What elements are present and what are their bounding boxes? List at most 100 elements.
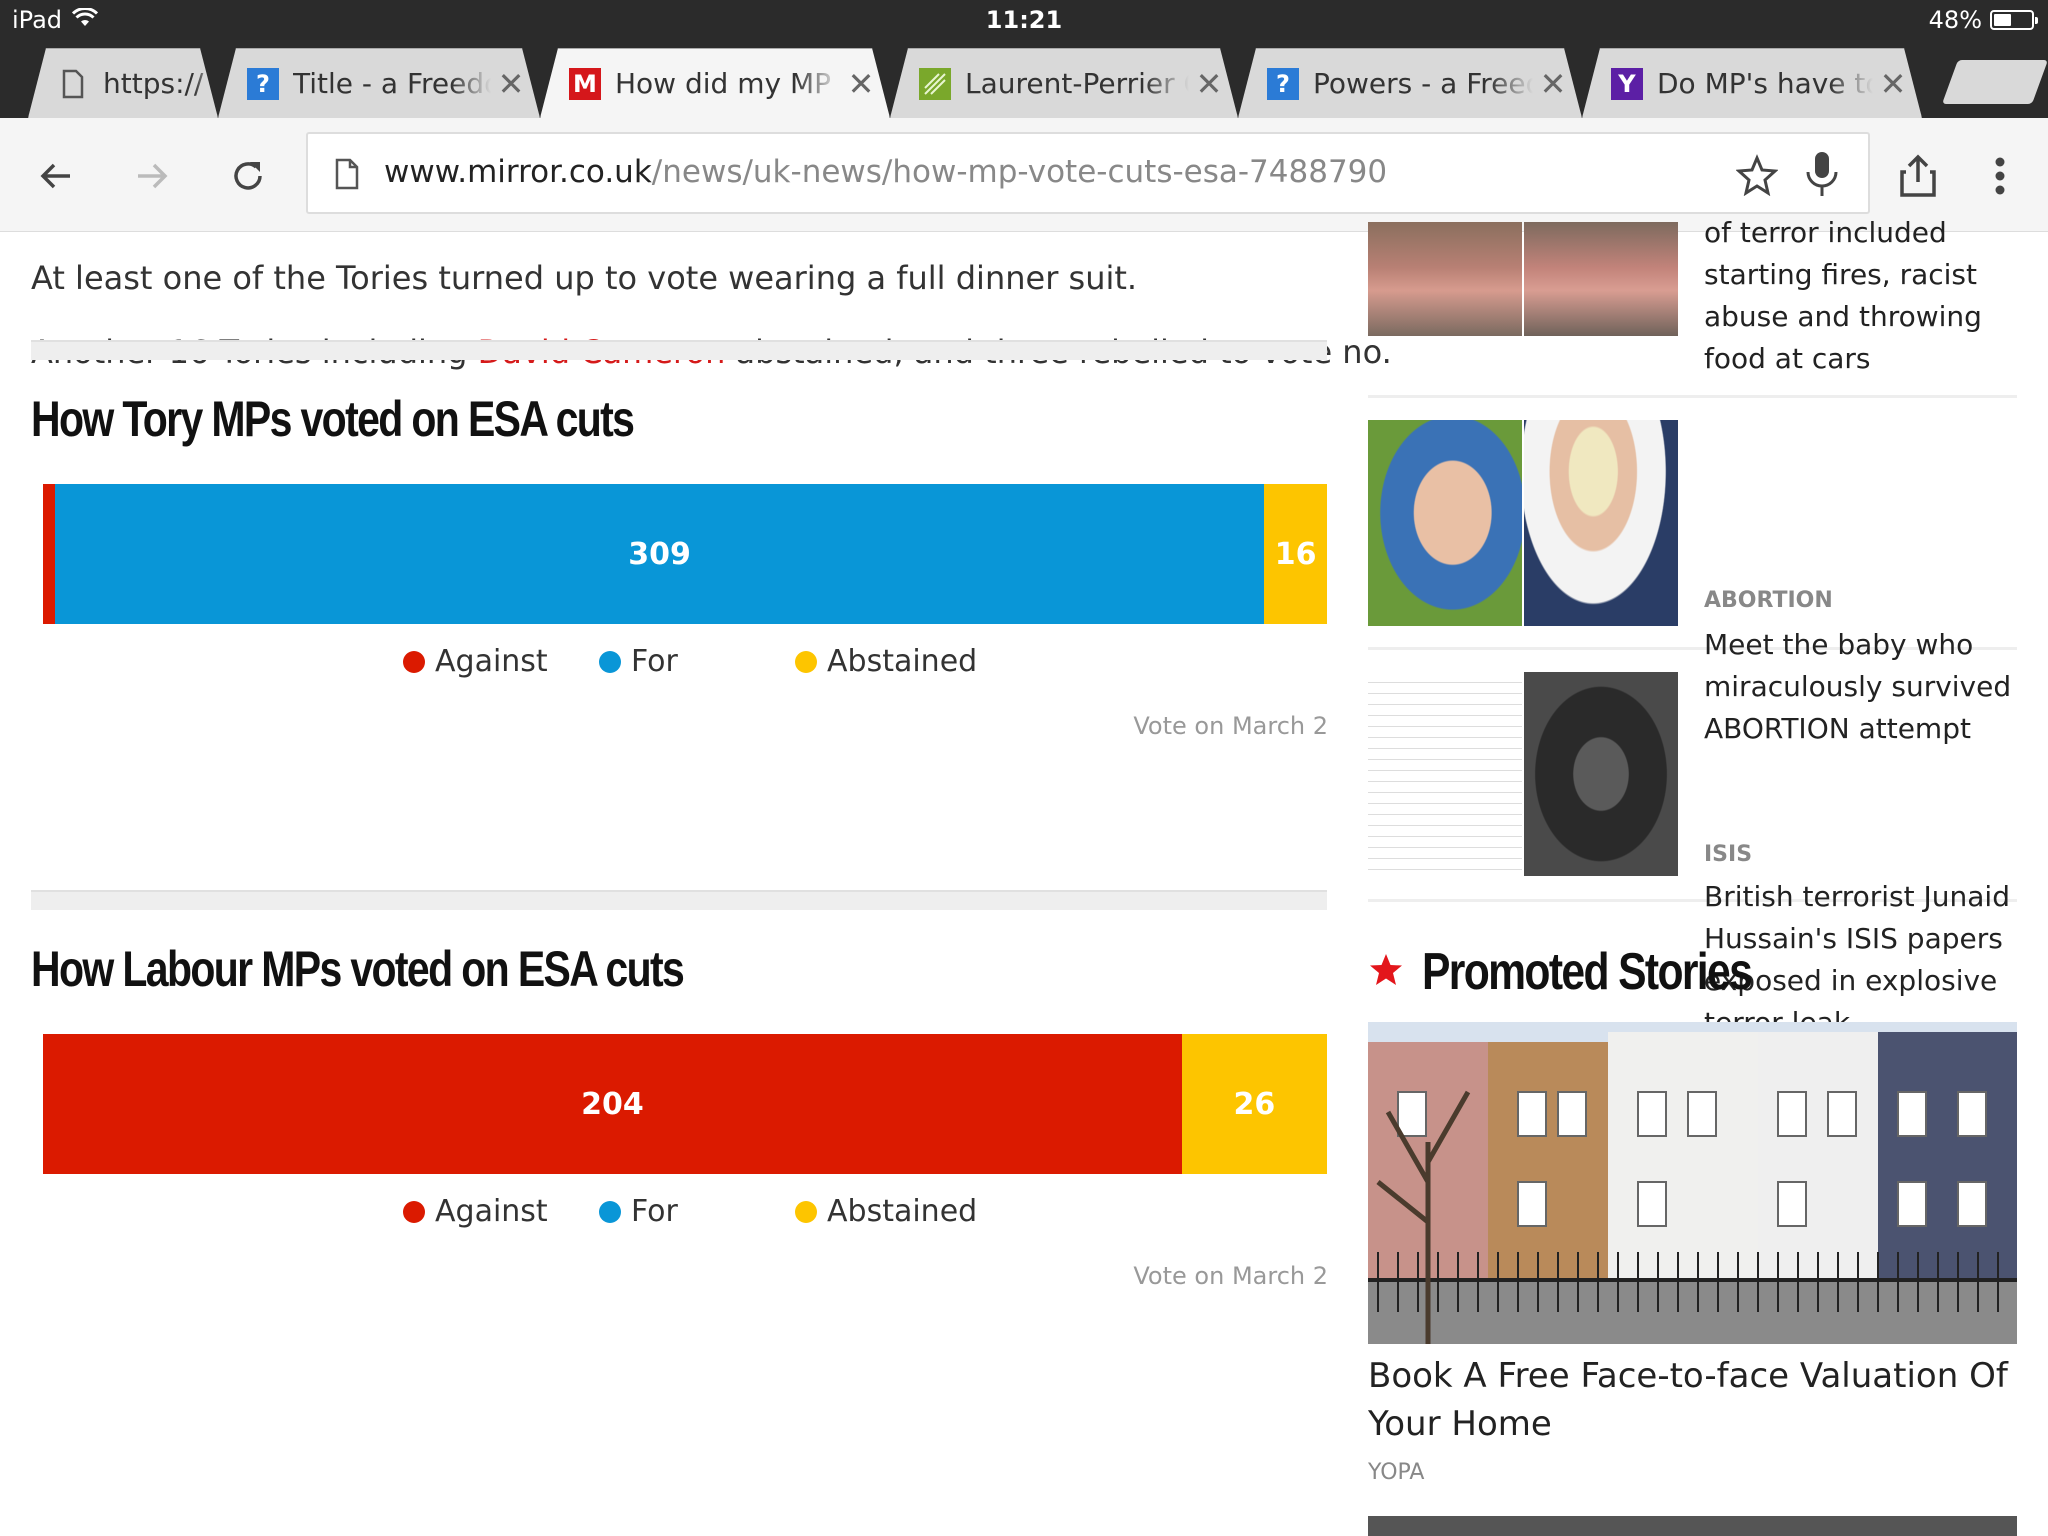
url-path: /news/uk-news/how-mp-vote-cuts-esa-74887… — [651, 154, 1388, 190]
bar-segment-abstained: 26 — [1181, 1034, 1327, 1174]
legend-item: Abstained — [795, 1194, 977, 1229]
battery-icon — [1990, 10, 2038, 30]
chart-title: How Tory MPs voted on ESA cuts — [31, 391, 635, 447]
microphone-icon[interactable] — [1804, 150, 1840, 202]
legend-dot — [403, 1200, 425, 1223]
legend-dot — [599, 1200, 621, 1223]
new-tab-button[interactable] — [1941, 60, 2048, 104]
url-text: www.mirror.co.uk/news/uk-news/how-mp-vot… — [384, 154, 1387, 190]
legend-item: Against — [403, 644, 548, 679]
browser-toolbar: www.mirror.co.uk/news/uk-news/how-mp-vot… — [0, 118, 2048, 232]
story-category: ABORTION — [1704, 588, 1833, 613]
legend-item: For — [599, 644, 678, 679]
more-vertical-icon — [1995, 157, 2005, 195]
next-story-image[interactable] — [1368, 1516, 2017, 1536]
question-icon: ? — [247, 68, 279, 100]
legend-dot — [795, 1200, 817, 1223]
battery-percent: 48% — [1928, 6, 1982, 34]
legend-item: For — [599, 1194, 678, 1229]
tab-label: Title - a Freedom — [293, 67, 485, 100]
close-tab-icon[interactable]: ✕ — [847, 64, 875, 103]
legend-dot — [403, 650, 425, 673]
story-card[interactable]: ISIS British terrorist Junaid Hussain's … — [1368, 650, 2017, 1039]
bar-segment-against: 204 — [43, 1034, 1182, 1174]
story-headline[interactable]: Meet the baby who miraculously survived … — [1704, 628, 2012, 745]
tab-5[interactable]: Y Do MP's have to v ✕ — [1582, 48, 1922, 118]
tab-0[interactable]: https:// — [28, 48, 218, 118]
leaf-icon — [919, 68, 951, 100]
chart-legend: Against For Abstained — [31, 1194, 1327, 1234]
reload-icon — [234, 162, 262, 190]
tab-label: Powers - a Freedo — [1313, 67, 1526, 100]
article-paragraph: At least one of the Tories turned up to … — [31, 259, 1138, 297]
story-headline[interactable]: British terrorist Junaid Hussain's ISIS … — [1704, 880, 2010, 1039]
chart-note: Vote on March 2 — [1133, 1262, 1328, 1290]
legend-dot — [795, 650, 817, 673]
arrow-left-icon — [40, 163, 70, 189]
story-card[interactable]: ABORTION Meet the baby who miraculously … — [1368, 398, 2017, 745]
share-button[interactable] — [1888, 146, 1948, 206]
mirror-m-icon: M — [569, 68, 601, 100]
back-button[interactable] — [26, 146, 86, 206]
legend-dot — [599, 650, 621, 673]
stacked-bar: 309 16 — [43, 484, 1327, 624]
page-icon — [334, 158, 360, 194]
tab-4[interactable]: ? Powers - a Freedo ✕ — [1238, 48, 1582, 118]
legend-item: Against — [403, 1194, 548, 1229]
promoted-story-source: YOPA — [1368, 1460, 1425, 1485]
menu-button[interactable] — [1970, 146, 2030, 206]
promoted-story-headline[interactable]: Book A Free Face-to-face Valuation Of Yo… — [1368, 1356, 2008, 1444]
chart-note: Vote on March 2 — [1133, 712, 1328, 740]
tab-label: https:// — [103, 67, 204, 100]
story-headline[interactable]: of terror included starting fires, racis… — [1704, 216, 1982, 375]
legend-label: Abstained — [827, 1194, 978, 1229]
legend-label: For — [631, 1194, 678, 1229]
url-host: www.mirror.co.uk — [384, 154, 652, 190]
story-thumbnail — [1368, 672, 1678, 876]
chart-legend: Against For Abstained — [31, 644, 1327, 684]
tab-label: Laurent-Perrier Cu — [965, 67, 1175, 100]
yahoo-y-icon: Y — [1611, 68, 1643, 100]
device-name: iPad — [12, 6, 63, 34]
story-thumbnail — [1368, 420, 1678, 626]
bar-segment-abstained: 16 — [1264, 484, 1327, 624]
wifi-icon — [71, 6, 99, 34]
tab-label: Do MP's have to v — [1657, 67, 1866, 100]
bookmark-star-icon[interactable] — [1735, 154, 1779, 200]
close-tab-icon[interactable]: ✕ — [1195, 64, 1223, 103]
close-tab-icon[interactable]: ✕ — [1539, 64, 1567, 103]
legend-label: Against — [435, 1194, 548, 1229]
legend-item: Abstained — [795, 644, 977, 679]
tab-3[interactable]: Laurent-Perrier Cu ✕ — [890, 48, 1238, 118]
section-divider — [31, 340, 1327, 360]
tab-label: How did my MP v — [615, 67, 841, 100]
tab-strip: https://? Title - a Freedom ✕ M How did my M… — [0, 42, 2048, 118]
legend-label: For — [631, 644, 678, 679]
address-bar[interactable]: www.mirror.co.uk/news/uk-news/how-mp-vot… — [306, 132, 1870, 214]
promoted-story-image[interactable] — [1368, 1022, 2017, 1344]
story-thumbnail — [1368, 222, 1678, 336]
stacked-bar: 204 26 — [43, 1034, 1327, 1174]
red-star-icon — [1368, 952, 1404, 992]
page-icon — [57, 68, 89, 100]
close-tab-icon[interactable]: ✕ — [497, 64, 525, 103]
status-bar: iPad 11:21 48% — [0, 0, 2048, 42]
promoted-stories-title: Promoted Stories — [1422, 943, 1753, 1001]
legend-label: Abstained — [827, 644, 978, 679]
reload-button[interactable] — [218, 146, 278, 206]
section-divider — [31, 890, 1327, 910]
story-category: ISIS — [1704, 842, 1753, 867]
story-card[interactable]: of terror included starting fires, racis… — [1368, 216, 2017, 398]
bar-segment-for: 309 — [54, 484, 1265, 624]
tab-2[interactable]: M How did my MP v ✕ — [540, 48, 890, 118]
legend-label: Against — [435, 644, 548, 679]
tab-1[interactable]: ? Title - a Freedom ✕ — [218, 48, 540, 118]
bar-segment-against — [43, 484, 55, 624]
share-icon — [1900, 154, 1936, 197]
arrow-right-icon — [138, 163, 168, 189]
close-tab-icon[interactable]: ✕ — [1879, 64, 1907, 103]
chart-title: How Labour MPs voted on ESA cuts — [31, 941, 685, 997]
forward-button[interactable] — [122, 146, 182, 206]
clock: 11:21 — [985, 6, 1063, 34]
question-icon: ? — [1267, 68, 1299, 100]
